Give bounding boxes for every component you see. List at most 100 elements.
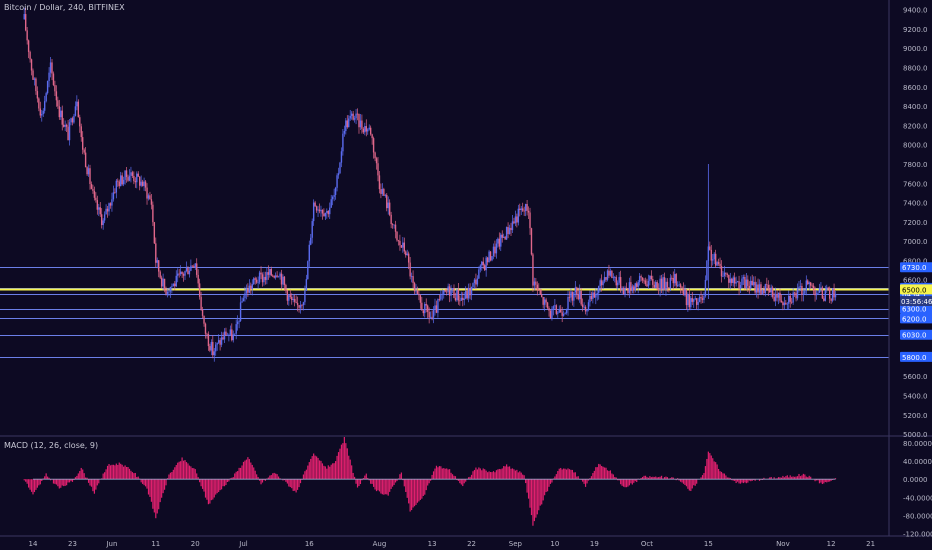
candle-body bbox=[602, 281, 604, 286]
candle-body bbox=[51, 62, 53, 74]
candle-body bbox=[801, 285, 803, 295]
candle-body bbox=[120, 175, 122, 187]
candle-body bbox=[390, 214, 392, 225]
candle-body bbox=[112, 192, 115, 200]
candle-body bbox=[636, 283, 638, 287]
candle-body bbox=[377, 163, 379, 176]
candle-body bbox=[751, 280, 753, 286]
candle-body bbox=[464, 290, 467, 299]
candle-body bbox=[206, 333, 208, 335]
candle-body bbox=[292, 299, 294, 300]
candle-body bbox=[64, 124, 66, 127]
candle-body bbox=[23, 14, 25, 20]
candle-body bbox=[558, 309, 560, 313]
candle-body bbox=[599, 280, 601, 286]
candle-body bbox=[557, 312, 559, 314]
candle-body bbox=[666, 281, 669, 288]
candle-body bbox=[457, 289, 460, 301]
candle-body bbox=[412, 276, 414, 283]
candle-body bbox=[223, 331, 226, 340]
candle-body bbox=[71, 118, 74, 123]
candle-body bbox=[719, 263, 721, 266]
candle-body bbox=[185, 267, 188, 272]
candle-body bbox=[520, 208, 522, 210]
candle-body bbox=[48, 72, 50, 81]
candle-body bbox=[611, 270, 613, 278]
candle-body bbox=[106, 208, 109, 212]
highlight-level-label-box[interactable] bbox=[900, 284, 932, 295]
candle-body bbox=[324, 212, 327, 217]
candle-body bbox=[416, 290, 419, 294]
candle-body bbox=[293, 299, 296, 302]
level-label-box[interactable] bbox=[900, 313, 932, 324]
level-label-box[interactable] bbox=[900, 262, 932, 273]
candle-body bbox=[345, 120, 347, 132]
candle-body bbox=[437, 299, 439, 313]
candle-body bbox=[694, 298, 696, 300]
price-tick-label: 7600.0 bbox=[903, 180, 928, 188]
candle-body bbox=[62, 124, 65, 127]
candle-body bbox=[238, 320, 240, 322]
level-label: 6300.0 bbox=[902, 306, 927, 314]
candle-body bbox=[98, 207, 100, 210]
candle-body bbox=[475, 279, 477, 285]
candle-body bbox=[549, 310, 552, 319]
time-tick-label: Nov bbox=[776, 540, 790, 548]
price-tick-label: 5000.0 bbox=[903, 431, 928, 439]
candle-body bbox=[814, 290, 816, 296]
candle-body bbox=[745, 279, 748, 289]
candle-body bbox=[43, 101, 46, 111]
candle-body bbox=[678, 284, 680, 286]
candle-body bbox=[213, 351, 215, 356]
candle-body bbox=[831, 288, 834, 301]
candle-body bbox=[368, 127, 370, 130]
candle-body bbox=[217, 340, 220, 343]
candle-body bbox=[242, 298, 245, 302]
candle-body bbox=[57, 100, 59, 107]
candle-body bbox=[215, 344, 217, 352]
candle-body bbox=[93, 190, 96, 198]
candle-body bbox=[659, 278, 661, 290]
candle-body bbox=[809, 282, 812, 286]
candle-body bbox=[334, 187, 337, 195]
candle-body bbox=[65, 124, 68, 127]
time-tick-label: 12 bbox=[827, 540, 836, 548]
candle-body bbox=[713, 253, 715, 260]
candle-body bbox=[261, 274, 264, 283]
candle-body bbox=[709, 246, 711, 250]
price-tick-label: 8000.0 bbox=[903, 142, 928, 150]
candle-body bbox=[799, 285, 802, 287]
candle-body bbox=[747, 279, 749, 286]
candle-body bbox=[763, 290, 765, 294]
candle-body bbox=[738, 281, 740, 289]
candle-body bbox=[681, 287, 683, 289]
candle-body bbox=[310, 237, 312, 245]
level-label-box[interactable] bbox=[900, 329, 932, 340]
level-label-box[interactable] bbox=[900, 303, 932, 314]
candle-body bbox=[479, 265, 482, 270]
candle-body bbox=[555, 305, 558, 314]
candle-body bbox=[388, 202, 391, 215]
candle-body bbox=[438, 299, 441, 300]
candle-body bbox=[514, 216, 517, 224]
candle-body bbox=[84, 152, 87, 168]
candle-body bbox=[481, 261, 483, 266]
candle-body bbox=[277, 276, 280, 278]
candle-body bbox=[448, 286, 451, 296]
candle-body bbox=[405, 251, 407, 256]
candle-body bbox=[595, 295, 597, 298]
candle-body bbox=[674, 274, 676, 284]
candle-body bbox=[36, 91, 39, 99]
candle-body bbox=[543, 299, 546, 305]
candle-body bbox=[788, 295, 790, 304]
candle-body bbox=[539, 290, 541, 295]
candle-body bbox=[226, 334, 229, 336]
candle-body bbox=[114, 192, 116, 194]
candle-body bbox=[346, 120, 348, 128]
candle-body bbox=[748, 285, 750, 289]
candle-body bbox=[833, 288, 835, 298]
level-label-box[interactable] bbox=[900, 351, 932, 362]
price-tick-label: 9000.0 bbox=[903, 45, 928, 53]
candle-body bbox=[650, 275, 653, 280]
